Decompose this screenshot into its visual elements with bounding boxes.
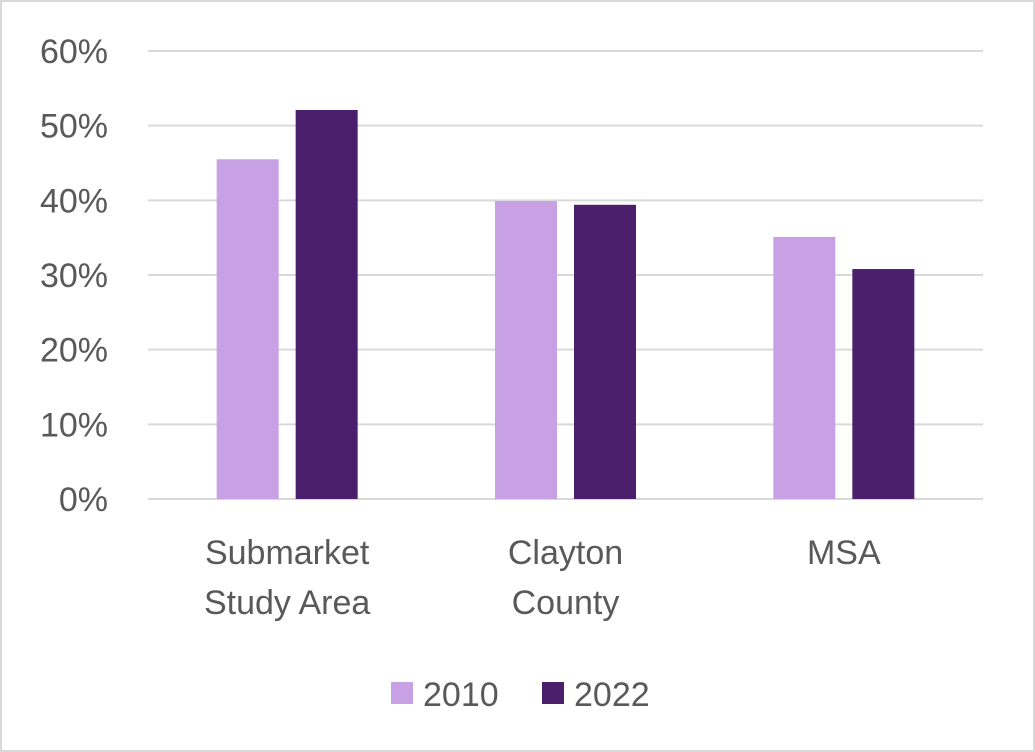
x-category-label-line: MSA — [807, 534, 881, 572]
y-tick-label: 50% — [40, 108, 108, 146]
x-category-label-line: Submarket — [205, 534, 370, 572]
y-tick-label: 0% — [59, 481, 108, 519]
y-tick-label: 40% — [40, 182, 108, 220]
bar-2010-submarket-study-area — [216, 159, 279, 499]
bars — [216, 109, 915, 500]
x-category-label: Clayton County — [508, 534, 623, 622]
y-axis-tick-labels: 0% 10% 20% 30% 40% 50% 60% — [40, 33, 108, 519]
bar-2010-msa — [773, 236, 836, 500]
legend-swatch-2022 — [542, 682, 564, 704]
legend: 2010 2022 — [391, 676, 650, 714]
bar-2022-submarket-study-area — [295, 109, 358, 499]
x-category-label: MSA — [807, 534, 881, 572]
x-axis-category-labels: Submarket Study Area Clayton County MSA — [204, 534, 881, 622]
bar-2022-msa — [852, 269, 915, 499]
bar-2010-clayton-county — [495, 201, 557, 499]
legend-swatch-2010 — [391, 682, 413, 704]
x-category-label: Submarket Study Area — [204, 534, 370, 622]
bar-2022-clayton-county — [574, 204, 636, 499]
y-tick-label: 60% — [40, 33, 108, 71]
legend-label-2010: 2010 — [423, 676, 499, 714]
x-category-label-line: County — [512, 584, 620, 622]
y-tick-label: 20% — [40, 332, 108, 370]
x-category-label-line: Study Area — [204, 584, 370, 622]
gridlines — [148, 50, 983, 500]
legend-label-2022: 2022 — [574, 676, 650, 714]
y-tick-label: 10% — [40, 406, 108, 444]
y-tick-label: 30% — [40, 257, 108, 295]
x-category-label-line: Clayton — [508, 534, 623, 572]
